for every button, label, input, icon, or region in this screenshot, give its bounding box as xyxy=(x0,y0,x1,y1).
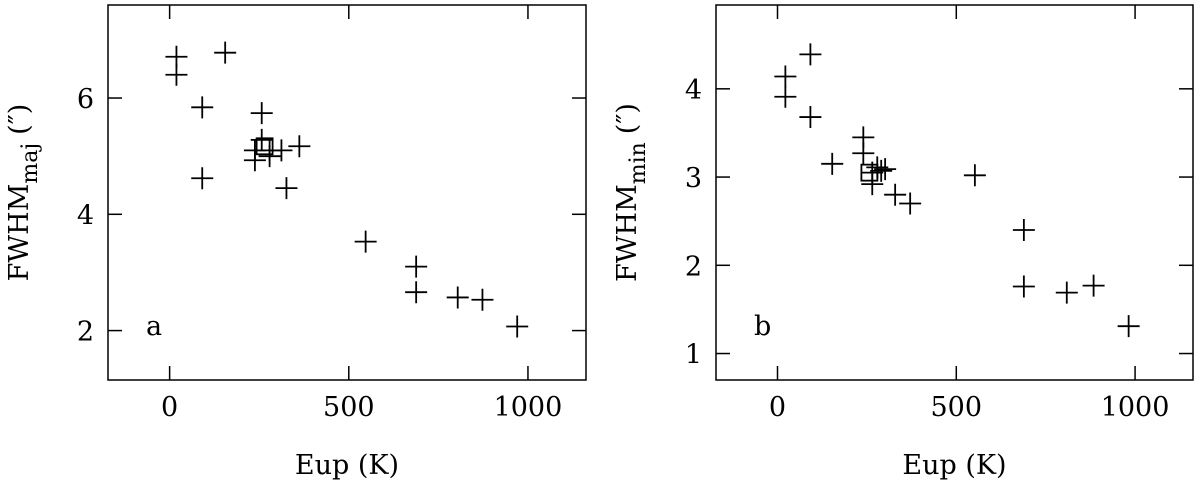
point xyxy=(506,315,529,338)
point xyxy=(861,173,884,196)
point xyxy=(821,152,844,175)
y-label-sub: min xyxy=(626,142,651,184)
point xyxy=(799,106,822,129)
point xyxy=(1012,219,1035,241)
panel: 0 500 1000 2 4 6 Eup (K) FWHMmaj (″) a xyxy=(4,4,587,481)
point xyxy=(165,63,188,86)
point xyxy=(405,255,428,278)
point xyxy=(191,96,214,119)
point xyxy=(799,43,822,66)
y-tick-label: 1 xyxy=(685,340,702,371)
x-tick-label: 1000 xyxy=(494,392,563,423)
plot-frame xyxy=(107,4,587,381)
x-axis-label: Eup (K) xyxy=(902,450,1006,481)
point xyxy=(446,286,469,309)
point xyxy=(288,135,311,158)
point xyxy=(860,163,879,182)
point xyxy=(250,102,273,125)
y-tick-label: 4 xyxy=(77,200,94,231)
point xyxy=(870,159,893,182)
y-tick-label: 6 xyxy=(77,84,94,115)
y-tick-label: 2 xyxy=(685,251,702,282)
point xyxy=(852,142,875,165)
point xyxy=(1012,275,1035,298)
y-label-unit: (″) xyxy=(4,104,35,135)
x-axis-label: Eup (K) xyxy=(295,450,399,481)
point xyxy=(255,137,274,156)
y-axis-label: FWHMmaj (″) xyxy=(4,104,43,282)
y-axis-label: FWHMmin (″) xyxy=(612,103,651,282)
point xyxy=(774,65,797,88)
plot-frame xyxy=(715,4,1194,381)
point xyxy=(214,41,237,64)
point xyxy=(963,164,986,187)
x-tick-label: 1000 xyxy=(1101,392,1170,423)
point xyxy=(405,281,428,304)
point xyxy=(275,177,298,200)
point xyxy=(243,149,266,172)
y-tick-label: 4 xyxy=(685,75,702,106)
y-label-main: FWHM xyxy=(612,184,643,282)
y-tick-label: 3 xyxy=(685,163,702,194)
x-tick-label: 500 xyxy=(323,392,375,423)
point xyxy=(354,230,377,253)
y-label-sub: maj xyxy=(18,143,43,184)
point xyxy=(471,288,494,311)
point xyxy=(884,183,907,206)
y-label-unit: (″) xyxy=(612,103,643,134)
point xyxy=(270,139,293,162)
point xyxy=(1117,315,1140,338)
point xyxy=(258,145,281,168)
x-tick-label: 500 xyxy=(931,392,983,423)
y-label-main: FWHM xyxy=(4,184,35,282)
panel-label: a xyxy=(146,311,162,342)
panel: 0 500 1000 1 2 3 4 Eup (K) FWHMmin (″) b xyxy=(612,4,1194,481)
point xyxy=(1055,281,1078,304)
point xyxy=(191,167,214,190)
y-tick-label: 2 xyxy=(77,317,94,348)
x-tick-label: 0 xyxy=(769,392,786,423)
x-tick-label: 0 xyxy=(161,392,178,423)
point xyxy=(774,85,797,108)
point xyxy=(1082,274,1105,297)
point xyxy=(899,192,922,215)
panel-label: b xyxy=(754,311,771,342)
